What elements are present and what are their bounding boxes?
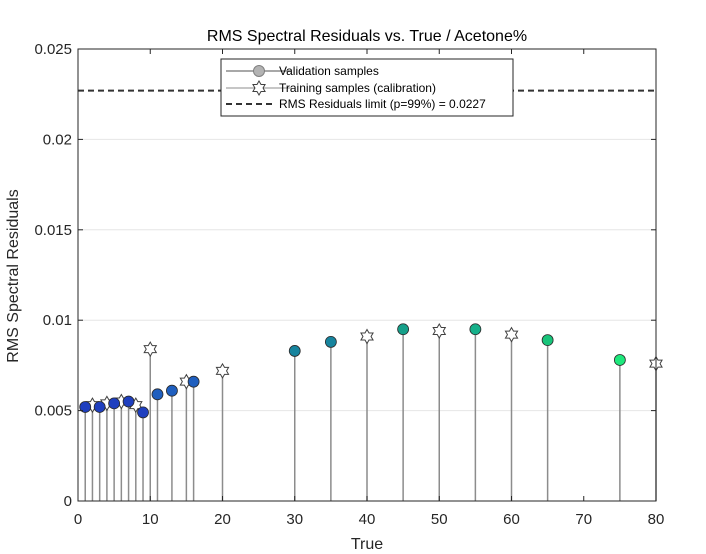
validation-point (151, 388, 164, 401)
validation-point (108, 397, 121, 410)
tick-labels: 0 10 20 30 40 50 60 70 80 0 0.005 0.01 0.015 0.02 0.02… (34, 41, 664, 528)
x-tick-label: 10 (142, 511, 159, 528)
legend-entry-training: Training samples (calibration) (226, 79, 436, 97)
training-point (215, 362, 230, 379)
validation-point (93, 401, 106, 413)
x-tick-label: 60 (503, 511, 520, 528)
x-tick-label: 70 (575, 511, 592, 528)
y-axis-title: RMS Spectral Residuals (5, 189, 22, 362)
x-tick-label: 40 (359, 511, 376, 528)
training-point (360, 328, 374, 345)
legend-limit-label: RMS Residuals limit (p=99%) = 0.0227 (279, 97, 486, 111)
validation-point (288, 345, 301, 357)
y-tick-label: 0 (64, 493, 72, 510)
chart-title: RMS Spectral Residuals vs. True / Aceton… (207, 28, 527, 45)
axes (77, 48, 657, 502)
validation-point (397, 323, 410, 336)
training-point (432, 323, 447, 340)
legend-training-marker (252, 79, 266, 97)
legend-training-label: Training samples (calibration) (279, 81, 436, 95)
y-tick-label: 0.01 (43, 312, 72, 329)
x-tick-label: 50 (431, 511, 448, 528)
training-point (143, 341, 158, 358)
validation-point (122, 395, 135, 408)
validation-point (469, 323, 482, 336)
legend-validation-marker (253, 65, 265, 77)
x-tick-label: 80 (648, 511, 665, 528)
y-tick-label: 0.025 (34, 41, 72, 58)
x-tick-label: 0 (74, 511, 82, 528)
validation-point (541, 334, 554, 346)
x-tick-label: 30 (286, 511, 303, 528)
validation-point (613, 354, 626, 366)
validation-point (137, 406, 149, 419)
legend-entry-limit: RMS Residuals limit (p=99%) = 0.0227 (226, 97, 486, 111)
validation-point (166, 384, 178, 397)
legend-validation-label: Validation samples (279, 64, 379, 78)
training-point (504, 326, 519, 343)
validation-point (187, 375, 200, 388)
validation-point (79, 401, 92, 413)
y-tick-label: 0.02 (43, 131, 72, 148)
legend-entry-validation: Validation samples (226, 64, 379, 78)
x-tick-label: 20 (214, 511, 231, 528)
x-axis-title: True (351, 536, 383, 553)
y-tick-label: 0.005 (34, 403, 72, 420)
validation-point (324, 335, 337, 348)
legend: Validation samples Training samples (cal… (220, 58, 514, 117)
markers (79, 323, 663, 419)
y-tick-label: 0.015 (34, 222, 72, 239)
